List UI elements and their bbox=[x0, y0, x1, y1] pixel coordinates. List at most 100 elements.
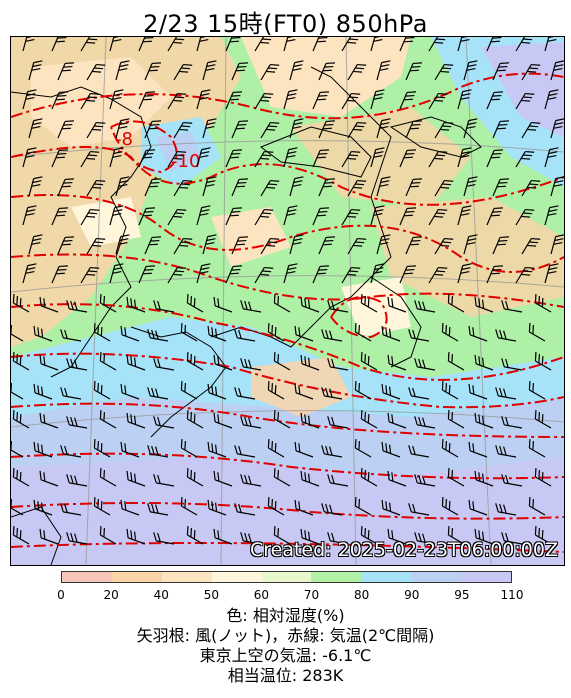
wind-barb bbox=[347, 179, 367, 197]
wind-barb bbox=[231, 120, 248, 139]
wind-barb bbox=[180, 439, 198, 458]
legend: 色: 相対湿度(%) 矢羽根: 風(ノット)，赤線: 気温(2℃間隔) 東京上空… bbox=[0, 606, 571, 686]
wind-barb bbox=[99, 468, 117, 487]
wind-barb bbox=[341, 150, 361, 168]
wind-barb bbox=[138, 37, 154, 52]
wind-barb bbox=[33, 499, 53, 516]
wind-barb bbox=[501, 300, 523, 313]
wind-barb bbox=[80, 266, 100, 284]
wind-barb bbox=[544, 205, 559, 226]
colorbar-segment bbox=[161, 572, 212, 582]
wind-barb bbox=[354, 323, 372, 342]
wind-barb bbox=[240, 474, 262, 487]
wind-barb bbox=[66, 416, 88, 429]
wind-barb bbox=[405, 236, 422, 255]
wind-barb bbox=[51, 91, 68, 110]
wind-barb bbox=[289, 176, 304, 197]
wind-barb bbox=[173, 179, 193, 197]
wind-barb bbox=[534, 410, 552, 429]
wind-barb bbox=[12, 410, 30, 429]
wind-barb bbox=[468, 441, 488, 458]
wind-barb bbox=[414, 416, 436, 429]
wind-barb bbox=[99, 410, 117, 429]
wind-barb bbox=[457, 205, 472, 226]
wind-barb bbox=[376, 118, 391, 139]
wind-barb bbox=[492, 62, 509, 81]
wind-barb bbox=[428, 92, 448, 110]
wind-barb bbox=[341, 266, 361, 284]
wind-barb bbox=[474, 470, 494, 487]
wind-barb bbox=[225, 207, 242, 226]
wind-barb bbox=[202, 118, 217, 139]
wind-barb bbox=[321, 445, 343, 458]
wind-barb bbox=[51, 149, 68, 168]
colorbar-segment bbox=[411, 572, 462, 582]
wind-barb bbox=[387, 528, 407, 545]
wind-barb bbox=[57, 120, 74, 139]
wind-barb bbox=[225, 37, 241, 52]
colorbar-segment bbox=[62, 572, 112, 582]
wind-barb bbox=[66, 300, 88, 313]
wind-barb bbox=[267, 323, 285, 342]
wind-barb bbox=[93, 439, 111, 458]
wind-barb bbox=[428, 266, 448, 284]
wind-barb bbox=[405, 120, 422, 139]
wind-barb bbox=[57, 178, 74, 197]
wind-barb bbox=[138, 149, 155, 168]
wind-barb bbox=[289, 60, 304, 81]
wind-barb bbox=[213, 470, 233, 487]
wind-barb bbox=[447, 352, 465, 371]
wind-barb bbox=[486, 37, 502, 52]
wind-barb bbox=[434, 179, 454, 197]
colorbar-segment bbox=[461, 572, 512, 582]
wind-barb bbox=[447, 294, 465, 313]
wind-barb bbox=[318, 178, 335, 197]
wind-barb bbox=[381, 441, 401, 458]
wind-barb bbox=[534, 352, 552, 371]
wind-barb bbox=[39, 412, 59, 429]
wind-barb bbox=[115, 234, 130, 255]
wind-barb bbox=[57, 236, 74, 255]
wind-barb bbox=[39, 528, 59, 545]
wind-barb bbox=[66, 532, 88, 545]
wind-barb bbox=[115, 176, 130, 197]
wind-barb bbox=[202, 60, 217, 81]
wind-barb bbox=[501, 474, 523, 487]
wind-barb bbox=[120, 325, 140, 342]
wind-barb bbox=[515, 92, 535, 110]
colorbar-tick-label: 110 bbox=[500, 588, 524, 602]
wind-barb bbox=[167, 208, 187, 226]
wind-barb bbox=[144, 236, 161, 255]
wind-barb bbox=[399, 91, 416, 110]
wind-barb bbox=[294, 441, 314, 458]
wind-barb bbox=[381, 383, 401, 400]
wind-barb bbox=[225, 265, 242, 284]
wind-barb bbox=[22, 147, 37, 168]
wind-barb bbox=[428, 37, 446, 52]
wind-barb bbox=[11, 441, 24, 458]
wind-barb bbox=[457, 37, 471, 52]
wind-barb bbox=[225, 91, 242, 110]
wind-barb bbox=[80, 92, 100, 110]
wind-barb bbox=[273, 526, 291, 545]
wind-barb bbox=[495, 503, 517, 516]
wind-barb bbox=[267, 439, 285, 458]
wind-barb bbox=[12, 468, 30, 487]
wind-barb bbox=[486, 207, 503, 226]
lat-lon-grid bbox=[11, 37, 564, 565]
wind-barb bbox=[39, 470, 59, 487]
wind-barb bbox=[468, 383, 488, 400]
wind-barb bbox=[283, 263, 298, 284]
wind-barb bbox=[99, 352, 117, 371]
wind-barb bbox=[360, 410, 378, 429]
wind-barb bbox=[33, 441, 53, 458]
wind-barb bbox=[327, 416, 349, 429]
wind-barb bbox=[147, 445, 169, 458]
wind-barb bbox=[550, 176, 564, 197]
wind-barb bbox=[521, 237, 541, 255]
wind-barb bbox=[28, 118, 43, 139]
wind-barb bbox=[289, 234, 304, 255]
coastlines bbox=[11, 66, 482, 565]
wind-barb bbox=[341, 37, 359, 52]
wind-barb bbox=[550, 60, 564, 81]
